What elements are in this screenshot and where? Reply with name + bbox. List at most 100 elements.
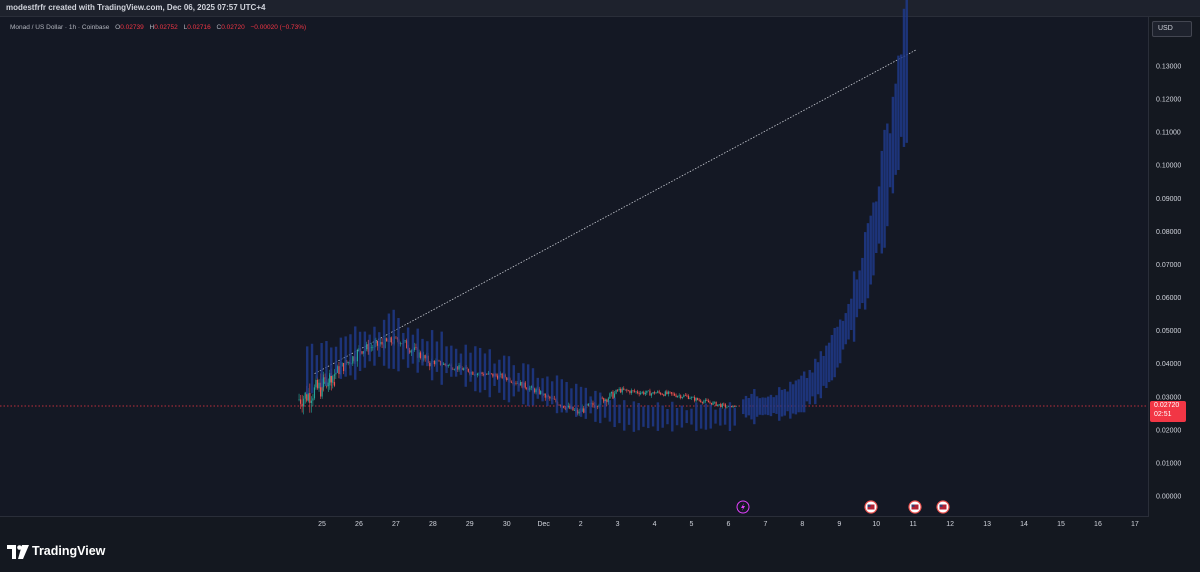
projection-bar xyxy=(661,405,664,428)
candle-body xyxy=(335,372,337,375)
candle-body xyxy=(361,351,363,354)
candle-body xyxy=(433,361,435,365)
projection-bar xyxy=(594,390,597,422)
candle-body xyxy=(438,360,440,362)
projection-bar xyxy=(723,408,727,425)
candle-body xyxy=(709,402,711,403)
candle-body xyxy=(686,395,688,397)
projection-bar xyxy=(483,353,487,391)
x-tick-label: 17 xyxy=(1131,521,1139,528)
candle-body xyxy=(299,399,302,404)
candle-body xyxy=(564,407,566,410)
candle-body xyxy=(333,382,336,386)
brand-name[interactable]: TradingView xyxy=(32,544,106,558)
candle-body xyxy=(707,400,710,403)
candle-body xyxy=(629,390,631,394)
y-tick-label: 0.02000 xyxy=(1156,427,1181,434)
candle-body xyxy=(336,366,338,373)
candle-body xyxy=(453,369,456,370)
candle-body xyxy=(419,352,422,358)
y-tick-label: 0.01000 xyxy=(1156,460,1181,467)
projection-bar xyxy=(608,400,612,422)
projection-bar xyxy=(883,129,886,248)
candle-body xyxy=(510,381,512,383)
candle-body xyxy=(327,382,329,387)
candle-body xyxy=(538,388,540,395)
projection-bar xyxy=(704,403,708,430)
candle-body xyxy=(306,392,308,401)
candle-body xyxy=(683,395,685,398)
projection-bar xyxy=(459,353,463,375)
candle-body xyxy=(452,369,454,370)
chart-area[interactable] xyxy=(0,17,1149,517)
candle-body xyxy=(613,393,616,399)
candle-body xyxy=(678,395,680,396)
candle-body xyxy=(322,377,325,388)
projection-bar xyxy=(421,338,424,366)
projection-bar xyxy=(830,334,834,381)
candle-body xyxy=(375,340,377,344)
legend-close-label: C xyxy=(216,24,222,31)
candle-body xyxy=(521,381,523,388)
candle-body xyxy=(660,392,662,395)
candle-body xyxy=(643,391,645,395)
candle-body xyxy=(720,404,722,408)
candle-body xyxy=(618,388,620,391)
projection-bar xyxy=(695,402,698,431)
projection-bar xyxy=(358,331,362,372)
y-tick-label: 0.13000 xyxy=(1156,64,1181,71)
projection-bar xyxy=(786,391,789,412)
projection-bar xyxy=(402,332,405,360)
candle-body xyxy=(621,388,623,393)
projection-bar xyxy=(733,407,736,426)
candle-body xyxy=(390,337,392,343)
candle-body xyxy=(692,397,694,398)
candle-body xyxy=(338,366,340,375)
currency-button[interactable]: USD xyxy=(1152,21,1192,37)
x-tick-label: 5 xyxy=(690,521,694,528)
projection-bar xyxy=(728,402,732,432)
projection-bar xyxy=(666,408,669,425)
flag-canton xyxy=(911,504,915,507)
candle-body xyxy=(313,387,316,399)
candle-body xyxy=(303,398,305,407)
candle-body xyxy=(735,406,737,408)
tradingview-logo-icon[interactable] xyxy=(7,545,29,559)
candle-body xyxy=(366,344,368,350)
candle-body xyxy=(638,393,640,395)
candle-body xyxy=(675,395,677,398)
projection-bar xyxy=(493,363,496,386)
candle-body xyxy=(669,391,671,393)
legend-change: −0.00020 (−0.73%) xyxy=(250,24,307,31)
candle-body xyxy=(637,391,639,394)
projection-bar xyxy=(833,327,836,378)
candle-body xyxy=(310,400,312,403)
projection-bar xyxy=(397,318,400,372)
projection-bar xyxy=(897,55,900,170)
candle-body xyxy=(666,391,668,395)
candle-body xyxy=(689,397,691,399)
x-tick-label: 7 xyxy=(763,521,767,528)
projection-bar xyxy=(642,406,645,427)
legend-low-label: L xyxy=(183,24,188,31)
projection-bar xyxy=(902,8,906,147)
candle-body xyxy=(395,336,397,338)
candle-body xyxy=(558,404,560,406)
y-tick-label: 0.06000 xyxy=(1156,295,1181,302)
candle-body xyxy=(667,391,670,395)
candle-body xyxy=(576,409,579,414)
projection-bar xyxy=(575,383,578,417)
candle-body xyxy=(596,406,599,407)
candle-body xyxy=(301,403,303,407)
x-tick-label: 3 xyxy=(616,521,620,528)
projection-bar xyxy=(808,369,811,405)
candle-body xyxy=(406,340,408,349)
projection-bar xyxy=(886,123,889,227)
projection-bar xyxy=(758,398,762,415)
projection-bar xyxy=(800,375,803,413)
candle-body xyxy=(496,375,499,379)
projection-bar xyxy=(555,375,559,414)
projection-bar xyxy=(778,387,781,421)
candle-body xyxy=(515,382,517,384)
